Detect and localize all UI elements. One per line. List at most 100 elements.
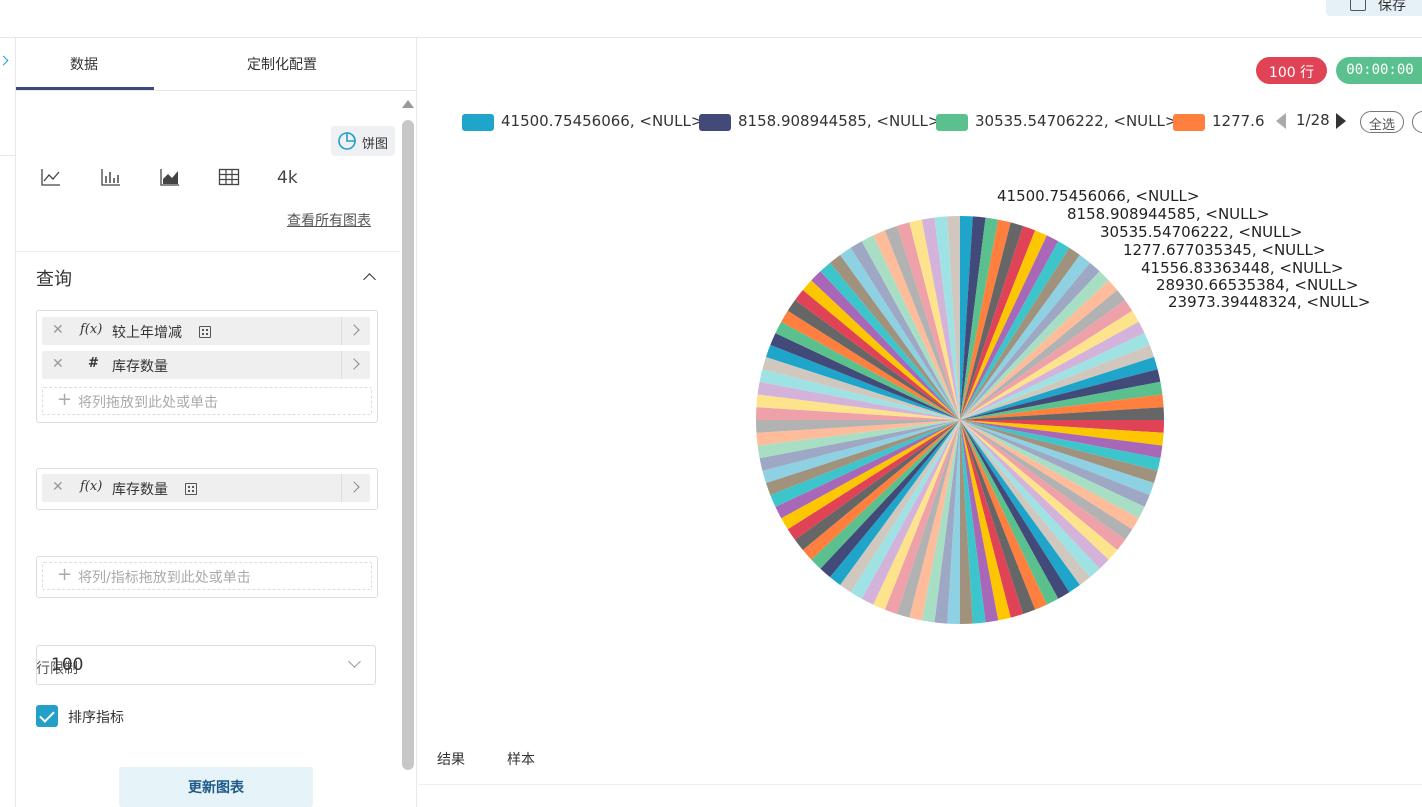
- pie-slice[interactable]: [960, 300, 1133, 420]
- pie-slice[interactable]: [765, 344, 960, 420]
- pie-slice[interactable]: [960, 217, 999, 420]
- pie-slice[interactable]: [960, 333, 1150, 420]
- pie-slice[interactable]: [829, 420, 960, 586]
- pie-slice[interactable]: [960, 420, 1164, 446]
- pie-slice[interactable]: [960, 289, 1126, 420]
- chevron-right-icon[interactable]: [341, 351, 370, 379]
- pie-slice[interactable]: [960, 271, 1109, 420]
- pie-slice[interactable]: [934, 420, 960, 624]
- view-all-charts-link[interactable]: 查看所有图表: [287, 213, 371, 229]
- dimensions-drop-zone[interactable]: + 将列拖放到此处或单击: [42, 387, 372, 415]
- pie-slice[interactable]: [960, 262, 1100, 420]
- pie-slice[interactable]: [934, 216, 960, 420]
- pie-slice[interactable]: [960, 420, 1158, 484]
- chevron-right-icon[interactable]: [341, 317, 370, 345]
- pie-slice[interactable]: [896, 420, 960, 618]
- pie-slice[interactable]: [756, 420, 960, 433]
- pie-slice[interactable]: [960, 241, 1070, 420]
- pie-slice[interactable]: [884, 225, 960, 420]
- pie-slice[interactable]: [960, 216, 986, 420]
- metric-chip[interactable]: ✕ f(x) 库存数量: [42, 474, 370, 502]
- tab-results[interactable]: 结果: [437, 752, 465, 768]
- pie-slice[interactable]: [811, 271, 960, 420]
- pie-slice[interactable]: [960, 420, 986, 624]
- row-limit-select[interactable]: 100: [36, 645, 376, 685]
- pie-slice[interactable]: [960, 420, 1164, 433]
- line-chart-icon[interactable]: [40, 167, 62, 187]
- pie-slice[interactable]: [802, 420, 960, 560]
- pie-slice[interactable]: [960, 420, 973, 624]
- pie-slice[interactable]: [811, 420, 960, 569]
- pie-slice[interactable]: [829, 254, 960, 420]
- pie-slice[interactable]: [960, 420, 1036, 615]
- dimension-chip[interactable]: ✕ # 库存数量: [42, 351, 370, 379]
- pie-slice[interactable]: [960, 420, 1145, 519]
- pie-slice[interactable]: [960, 420, 1080, 593]
- sort-metric-checkbox[interactable]: [36, 705, 58, 727]
- pie-slice[interactable]: [960, 420, 1139, 530]
- pie-slice[interactable]: [756, 420, 960, 446]
- pie-slice[interactable]: [960, 254, 1091, 420]
- pie-slice[interactable]: [960, 407, 1164, 420]
- pie-slice[interactable]: [960, 420, 1163, 459]
- collapse-icon[interactable]: [363, 273, 376, 286]
- pie-slice[interactable]: [960, 420, 1109, 569]
- pie-slice[interactable]: [762, 356, 960, 420]
- pie-slice[interactable]: [960, 420, 1161, 471]
- chevron-right-icon[interactable]: [341, 474, 370, 502]
- pie-slice[interactable]: [960, 381, 1163, 420]
- pie-slice[interactable]: [757, 420, 960, 459]
- pie-slice[interactable]: [861, 420, 960, 605]
- pie-slice[interactable]: [960, 420, 1155, 496]
- remove-icon[interactable]: ✕: [52, 479, 64, 495]
- pie-slice[interactable]: [960, 420, 1047, 610]
- chevron-icon[interactable]: [0, 55, 9, 66]
- pie-slice[interactable]: [787, 420, 960, 540]
- pie-slice[interactable]: [960, 225, 1036, 420]
- pie-slice[interactable]: [861, 235, 960, 420]
- panel-scrollbar[interactable]: [402, 100, 414, 770]
- save-button[interactable]: 保存: [1326, 0, 1422, 16]
- pie-slice[interactable]: [960, 420, 1024, 618]
- pie-slice[interactable]: [794, 420, 960, 551]
- pie-slice[interactable]: [960, 321, 1145, 420]
- pie-slice[interactable]: [909, 420, 960, 621]
- pie-slice[interactable]: [960, 394, 1164, 420]
- pie-slice[interactable]: [921, 420, 960, 623]
- pie-slice[interactable]: [840, 420, 960, 593]
- pie-slice[interactable]: [787, 300, 960, 420]
- pie-slice[interactable]: [960, 369, 1161, 420]
- pie-slice[interactable]: [960, 344, 1155, 420]
- pie-slice[interactable]: [960, 420, 1118, 560]
- pie-slice[interactable]: [850, 241, 960, 420]
- pie-slice[interactable]: [960, 235, 1059, 420]
- legend-next-icon[interactable]: [1336, 113, 1346, 129]
- dimension-chip[interactable]: ✕ f(x) 较上年增减: [42, 317, 370, 345]
- pie-slice[interactable]: [960, 219, 1011, 420]
- pie-slice[interactable]: [873, 230, 960, 420]
- pie-slice[interactable]: [896, 222, 960, 420]
- pie-slice[interactable]: [757, 381, 960, 420]
- pie-slice[interactable]: [960, 420, 1091, 586]
- tab-samples[interactable]: 样本: [507, 752, 535, 768]
- pie-slice[interactable]: [762, 420, 960, 484]
- update-chart-button[interactable]: 更新图表: [119, 767, 313, 807]
- legend-prev-icon[interactable]: [1276, 113, 1286, 129]
- pie-slice[interactable]: [873, 420, 960, 610]
- legend-item[interactable]: 1277.67: [1173, 112, 1265, 132]
- pie-slice[interactable]: [794, 289, 960, 420]
- pie-slice[interactable]: [770, 420, 960, 507]
- pie-slice[interactable]: [909, 219, 960, 420]
- pie-slice[interactable]: [850, 420, 960, 599]
- pie-slice[interactable]: [960, 420, 999, 623]
- pie-slice[interactable]: [770, 333, 960, 420]
- pie-slice[interactable]: [960, 222, 1024, 420]
- pie-slice[interactable]: [960, 230, 1047, 420]
- table-icon[interactable]: [218, 168, 240, 186]
- remove-icon[interactable]: ✕: [52, 322, 64, 338]
- pie-chart-type-button[interactable]: 饼图: [331, 126, 395, 156]
- pie-slice[interactable]: [775, 420, 960, 519]
- pie-slice[interactable]: [765, 420, 960, 496]
- filters-drop-zone[interactable]: + 将列/指标拖放到此处或单击: [42, 562, 372, 590]
- pie-slice[interactable]: [840, 247, 960, 420]
